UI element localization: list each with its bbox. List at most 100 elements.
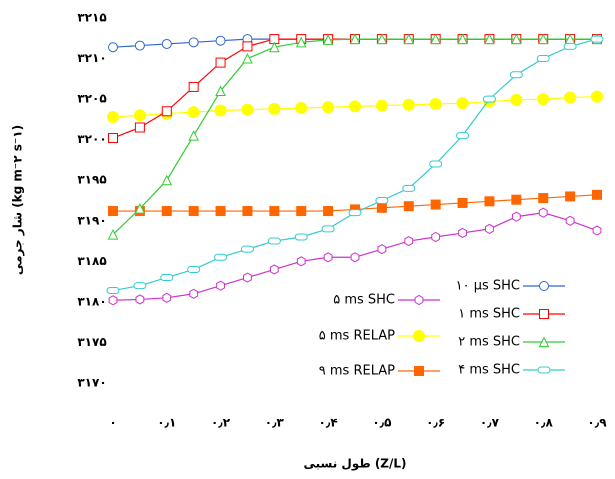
legend-marker bbox=[414, 294, 424, 306]
marker bbox=[215, 57, 226, 68]
marker bbox=[161, 38, 172, 49]
marker bbox=[162, 292, 172, 303]
marker bbox=[485, 223, 494, 234]
marker bbox=[538, 193, 549, 204]
x-tick-label: ۰٫۳ bbox=[265, 416, 285, 430]
marker bbox=[431, 231, 441, 243]
marker bbox=[484, 196, 495, 207]
marker bbox=[296, 256, 306, 267]
marker bbox=[269, 206, 280, 217]
marker bbox=[377, 244, 387, 255]
legend-label: ۴ ms SHC bbox=[458, 363, 520, 378]
legend-marker bbox=[413, 330, 425, 342]
x-tick-label: ۰٫۷ bbox=[480, 416, 500, 430]
marker bbox=[108, 295, 118, 306]
marker bbox=[458, 227, 467, 239]
y-tick-label: ۳۲۱۰ bbox=[77, 51, 106, 65]
marker bbox=[134, 202, 146, 214]
marker bbox=[457, 33, 468, 45]
marker bbox=[511, 194, 522, 205]
legend-label: ۵ ms SHC bbox=[333, 293, 395, 308]
marker bbox=[108, 42, 118, 53]
marker bbox=[241, 103, 254, 116]
marker bbox=[321, 225, 335, 233]
marker bbox=[296, 206, 307, 217]
marker bbox=[537, 93, 550, 106]
x-tick-label: ۰٫۶ bbox=[426, 416, 445, 430]
marker bbox=[243, 272, 252, 283]
y-tick-label: ۳۱۹۰ bbox=[77, 213, 106, 227]
marker bbox=[187, 106, 200, 119]
y-tick-label: ۳۲۰۵ bbox=[77, 92, 106, 106]
marker bbox=[403, 201, 414, 212]
marker bbox=[161, 106, 172, 117]
marker bbox=[349, 33, 361, 45]
marker bbox=[135, 294, 145, 305]
legend-marker bbox=[539, 281, 549, 291]
marker bbox=[188, 37, 199, 48]
marker bbox=[537, 33, 549, 45]
marker bbox=[350, 252, 360, 263]
marker bbox=[188, 206, 199, 217]
marker bbox=[107, 110, 119, 123]
series-line bbox=[112, 38, 597, 139]
marker bbox=[510, 93, 523, 106]
legend-label: ۱۰ μs SHC bbox=[456, 279, 520, 294]
marker bbox=[348, 209, 362, 217]
marker bbox=[242, 41, 253, 52]
marker bbox=[403, 33, 415, 45]
marker bbox=[134, 40, 145, 51]
marker bbox=[107, 228, 119, 240]
marker bbox=[349, 100, 361, 113]
marker bbox=[375, 197, 389, 204]
marker bbox=[376, 33, 388, 45]
marker bbox=[295, 36, 307, 48]
legend-label: ۹ ms RELAP bbox=[319, 364, 395, 379]
x-tick-label: ۰٫۲ bbox=[211, 416, 231, 430]
marker bbox=[538, 207, 548, 218]
marker bbox=[323, 252, 333, 263]
marker bbox=[564, 91, 577, 104]
marker bbox=[161, 174, 173, 186]
y-tick-label: ۳۱۸۵ bbox=[77, 254, 106, 268]
marker bbox=[294, 233, 308, 241]
x-tick-label: ۰ bbox=[109, 416, 116, 430]
marker bbox=[592, 189, 602, 200]
marker bbox=[457, 197, 468, 208]
legend-label: ۲ ms SHC bbox=[458, 335, 520, 350]
marker bbox=[133, 109, 146, 122]
y-tick-label: ۳۲۰۰ bbox=[77, 132, 106, 146]
marker bbox=[591, 90, 603, 103]
legend-label: ۱ ms SHC bbox=[458, 307, 520, 322]
marker bbox=[189, 288, 199, 299]
marker bbox=[456, 97, 469, 110]
x-tick-label: ۰٫۵ bbox=[372, 416, 391, 430]
y-tick-label: ۳۱۹۵ bbox=[77, 173, 106, 187]
legend-marker bbox=[538, 336, 550, 347]
x-tick-label: ۰٫۱ bbox=[157, 416, 176, 430]
marker bbox=[133, 282, 147, 290]
x-tick-label: ۰٫۸ bbox=[534, 416, 554, 430]
marker bbox=[108, 206, 118, 217]
marker bbox=[482, 95, 496, 103]
marker bbox=[269, 41, 280, 53]
marker bbox=[108, 133, 118, 144]
y-axis-title: شار جرمی (kg m⁻۲ s⁻۱) bbox=[11, 125, 25, 275]
marker bbox=[565, 191, 576, 202]
marker bbox=[215, 85, 226, 96]
marker bbox=[565, 215, 575, 226]
marker bbox=[536, 55, 550, 63]
y-tick-label: ۳۱۷۵ bbox=[77, 335, 106, 349]
legend-marker bbox=[537, 366, 551, 374]
marker bbox=[106, 287, 120, 295]
marker bbox=[404, 235, 414, 247]
marker bbox=[322, 101, 335, 114]
marker bbox=[429, 97, 442, 110]
marker bbox=[242, 206, 253, 217]
marker bbox=[240, 245, 254, 253]
marker bbox=[268, 102, 281, 115]
x-tick-label: ۰٫۹ bbox=[587, 416, 607, 430]
marker bbox=[161, 206, 172, 217]
